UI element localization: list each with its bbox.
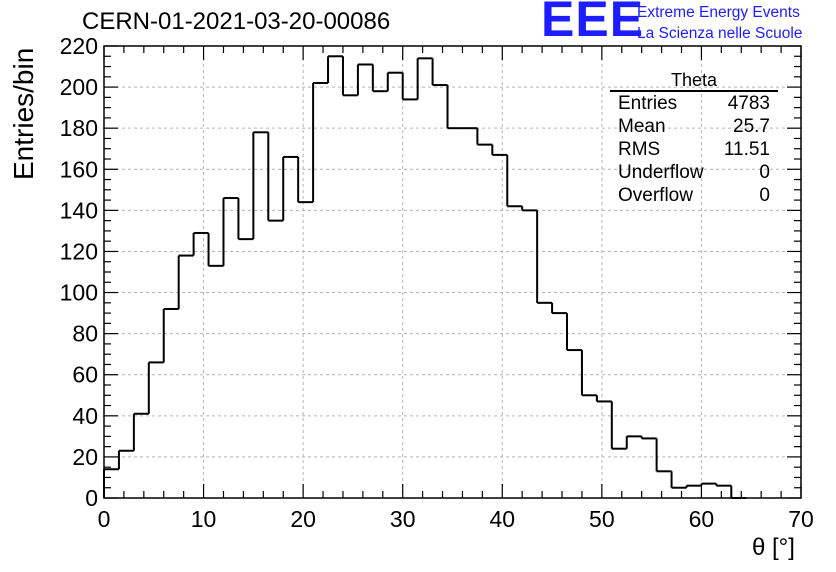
y-tick-label: 180 (60, 115, 98, 141)
stats-label: Underflow (618, 162, 704, 183)
y-tick-label: 220 (60, 33, 98, 59)
stats-value: 0 (759, 162, 770, 183)
stats-row-rms: RMS 11.51 (610, 138, 778, 161)
histogram-bin (491, 144, 508, 156)
histogram-bin (610, 401, 627, 450)
histogram-bin (162, 307, 179, 363)
histogram-series (103, 55, 747, 499)
x-tick-label: 30 (390, 506, 416, 532)
histogram-bin (207, 232, 224, 267)
histogram-bin (386, 71, 403, 92)
histogram-bin (685, 484, 702, 488)
stats-row-mean: Mean 25.7 (610, 115, 778, 138)
stats-row-underflow: Underflow 0 (610, 161, 778, 184)
histogram-bin (237, 198, 254, 241)
x-tick-label: 60 (689, 506, 715, 532)
histogram-bin (730, 485, 747, 499)
stats-label: RMS (618, 139, 661, 160)
histogram-bin (506, 154, 523, 208)
grid-lines (104, 46, 801, 498)
histogram-bin (446, 85, 463, 130)
stats-label: Mean (618, 116, 666, 137)
histogram-bin (715, 483, 732, 487)
histogram-bin (341, 56, 358, 97)
y-tick-label: 200 (60, 74, 98, 100)
stats-box: Theta Entries 4783 Mean 25.7 RMS 11.51 U… (610, 70, 778, 207)
x-tick-label: 50 (589, 506, 615, 532)
x-tick-label: 20 (290, 506, 316, 532)
stats-row-entries: Entries 4783 (610, 92, 778, 115)
histogram-bin (297, 156, 314, 204)
y-tick-label: 80 (72, 321, 98, 347)
y-tick-label: 40 (72, 403, 98, 429)
histogram-bin (521, 206, 538, 212)
stats-value: 11.51 (723, 139, 770, 160)
stats-title: Theta (610, 70, 778, 92)
histogram-bin (700, 482, 717, 486)
y-tick-label: 160 (60, 156, 98, 182)
histogram-bin (222, 197, 239, 266)
stats-label: Entries (618, 93, 678, 114)
x-tick-label: 10 (191, 506, 217, 532)
histogram-bin (551, 302, 568, 315)
histogram-bin (132, 412, 149, 451)
stats-value: 4783 (727, 93, 770, 114)
x-tick-label: 70 (788, 506, 814, 532)
logo-line-1: Extreme Energy Events (637, 4, 800, 21)
stats-label: Overflow (618, 185, 693, 206)
y-tick-label: 60 (72, 362, 98, 388)
histogram-bin (566, 313, 582, 352)
histogram-bin (401, 72, 418, 101)
histogram-bin (416, 57, 433, 100)
stats-row-overflow: Overflow 0 (610, 184, 778, 207)
stats-value: 0 (759, 185, 770, 206)
histogram-bin (536, 210, 553, 304)
histogram-bin (192, 231, 209, 256)
axes-frame (103, 45, 802, 499)
histogram-bin (640, 436, 657, 440)
histogram-bin (147, 361, 164, 414)
y-tick-label: 20 (72, 444, 98, 470)
x-tick-label: 40 (489, 506, 515, 532)
histogram-bin (625, 435, 642, 449)
histogram-bin (655, 438, 672, 473)
histogram-bin (103, 468, 119, 498)
histogram-bin (327, 55, 343, 83)
histogram-bin (371, 64, 388, 93)
histogram-bin (476, 128, 493, 146)
histogram-bin (252, 131, 269, 240)
histogram-bin (177, 254, 194, 309)
logo-line-2: La Scienza nelle Scuole (637, 25, 803, 42)
histogram-bin (117, 449, 134, 470)
y-tick-label: 0 (85, 485, 98, 511)
stats-value: 25.7 (733, 116, 770, 137)
y-tick-label: 120 (60, 238, 98, 264)
y-axis-label: Entries/bin (8, 47, 39, 180)
run-title: CERN-01-2021-03-20-00086 (82, 8, 391, 35)
y-tick-label: 100 (60, 280, 98, 306)
histogram-bin (595, 395, 612, 403)
histogram-bin (312, 81, 329, 203)
eee-logo: EEE (541, 0, 645, 47)
histogram-bin (267, 132, 284, 222)
histogram-bin (580, 350, 597, 397)
x-axis-label: θ [°] (752, 534, 795, 561)
tick-labels: 0 10 20 30 40 50 60 70 0 20 40 60 80 100 120 140 160 180 2… (60, 33, 814, 532)
y-tick-label: 140 (60, 197, 98, 223)
histogram-bin (356, 63, 373, 96)
x-tick-label: 0 (98, 506, 111, 532)
histogram-bin (431, 58, 448, 87)
histogram-bin (670, 471, 687, 489)
histogram-bin (282, 155, 299, 221)
